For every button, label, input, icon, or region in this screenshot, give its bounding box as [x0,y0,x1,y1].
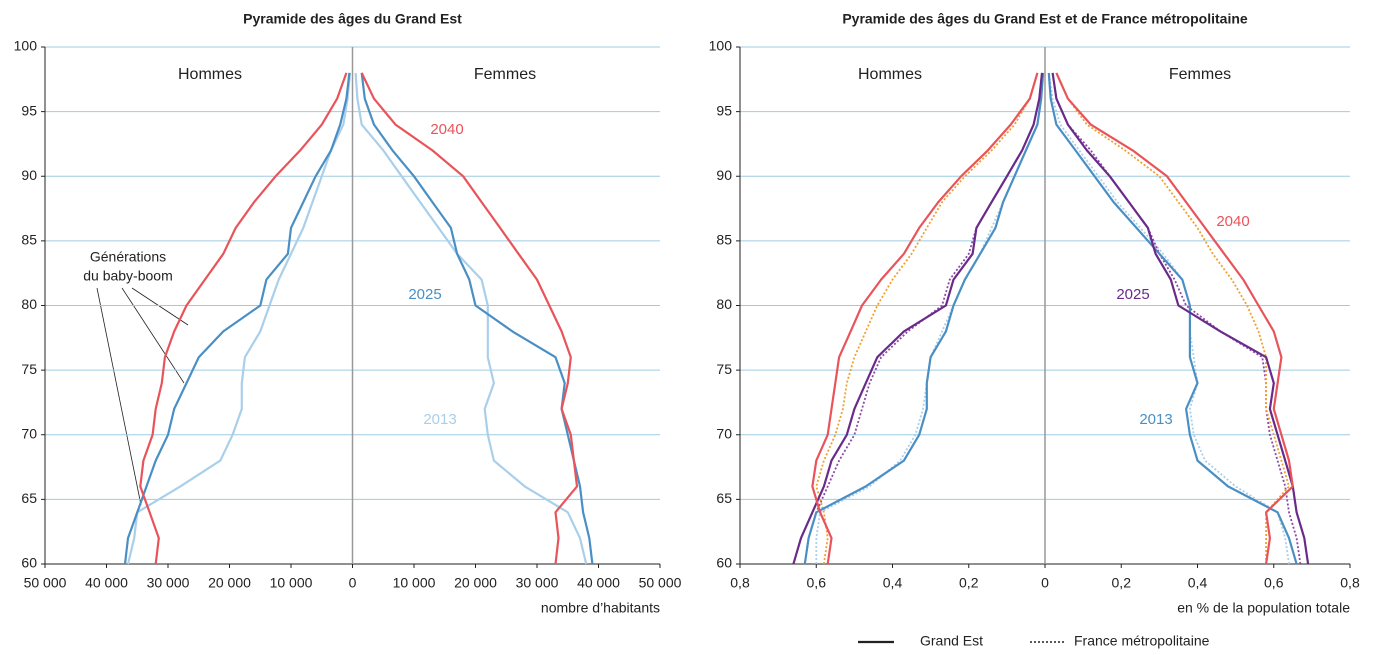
series-line [360,72,579,565]
y-tick-label: 70 [21,425,37,441]
series-line [792,72,1044,565]
y-tick-label: 75 [716,361,732,377]
x-tick-label: 50 000 [24,575,67,591]
x-tick-label: 0 [349,575,357,591]
series-line [139,72,348,565]
series-line [815,72,1044,564]
y-tick-label: 95 [21,102,37,118]
x-tick-label: 10 000 [270,575,313,591]
legend-label: France métropolitaine [1074,633,1210,649]
x-tick-label: 40 000 [85,575,128,591]
chart-title: Pyramide des âges du Grand Est [243,11,462,27]
x-tick-label: 30 000 [516,575,559,591]
series-line [1055,72,1290,564]
series-line [1055,72,1294,565]
y-tick-label: 80 [21,296,37,312]
x-tick-label: 0,6 [1264,575,1284,591]
series-line [1051,72,1302,565]
y-tick-label: 95 [716,102,732,118]
pointer [96,287,142,506]
x-tick-label: 0 [1041,575,1049,591]
series-label: 2040 [1216,213,1249,230]
series-line [815,72,1039,565]
x-tick-label: 0,4 [1188,575,1208,591]
legend-label: Grand Est [920,633,983,649]
x-axis-label: nombre d’habitants [541,600,660,616]
x-tick-label: 20 000 [208,575,251,591]
x-tick-label: 50 000 [639,575,682,591]
pointer [131,287,189,326]
series-line [123,72,351,565]
series-line [803,72,1045,565]
series-line [1047,72,1298,565]
y-tick-label: 65 [716,490,732,506]
y-tick-label: 85 [21,232,37,248]
x-tick-label: 20 000 [454,575,497,591]
y-tick-label: 85 [716,232,732,248]
x-tick-label: 10 000 [393,575,436,591]
series-label: 2040 [430,121,463,138]
annotation: du baby-boom [83,268,173,284]
x-tick-label: 0,6 [807,575,827,591]
chart-title: Pyramide des âges du Grand Est et de Fra… [842,11,1248,27]
baby-boom-pointers [96,287,189,506]
x-tick-label: 0,4 [883,575,903,591]
y-tick-label: 75 [21,361,37,377]
y-tick-label: 90 [21,167,37,183]
x-tick-label: 30 000 [147,575,190,591]
series-label: 2025 [408,286,441,303]
pointer [121,287,185,384]
y-tick-label: 100 [709,38,733,54]
series-line [126,72,352,565]
annotation: Générations [90,249,166,265]
x-tick-label: 0,2 [959,575,979,591]
series-label: 2013 [1139,411,1172,428]
x-tick-label: 0,8 [1340,575,1360,591]
x-tick-label: 0,8 [730,575,750,591]
y-tick-label: 60 [21,555,37,571]
series-line [1051,72,1310,565]
series-line [360,72,594,565]
y-tick-label: 70 [716,425,732,441]
y-tick-label: 65 [21,490,37,506]
annotation: Femmes [1169,66,1231,83]
series-label: 2025 [1116,286,1149,303]
series-line [811,72,1039,565]
x-tick-label: 0,2 [1112,575,1132,591]
y-tick-label: 90 [716,167,732,183]
annotation: Femmes [474,66,536,83]
annotation: Hommes [178,66,242,83]
x-tick-label: 40 000 [577,575,620,591]
series-label: 2013 [423,411,456,428]
annotation: Hommes [858,66,922,83]
y-tick-label: 100 [14,38,38,54]
y-tick-label: 60 [716,555,732,571]
series-line [354,72,588,565]
y-tick-label: 80 [716,296,732,312]
x-axis-label: en % de la population totale [1177,600,1350,616]
